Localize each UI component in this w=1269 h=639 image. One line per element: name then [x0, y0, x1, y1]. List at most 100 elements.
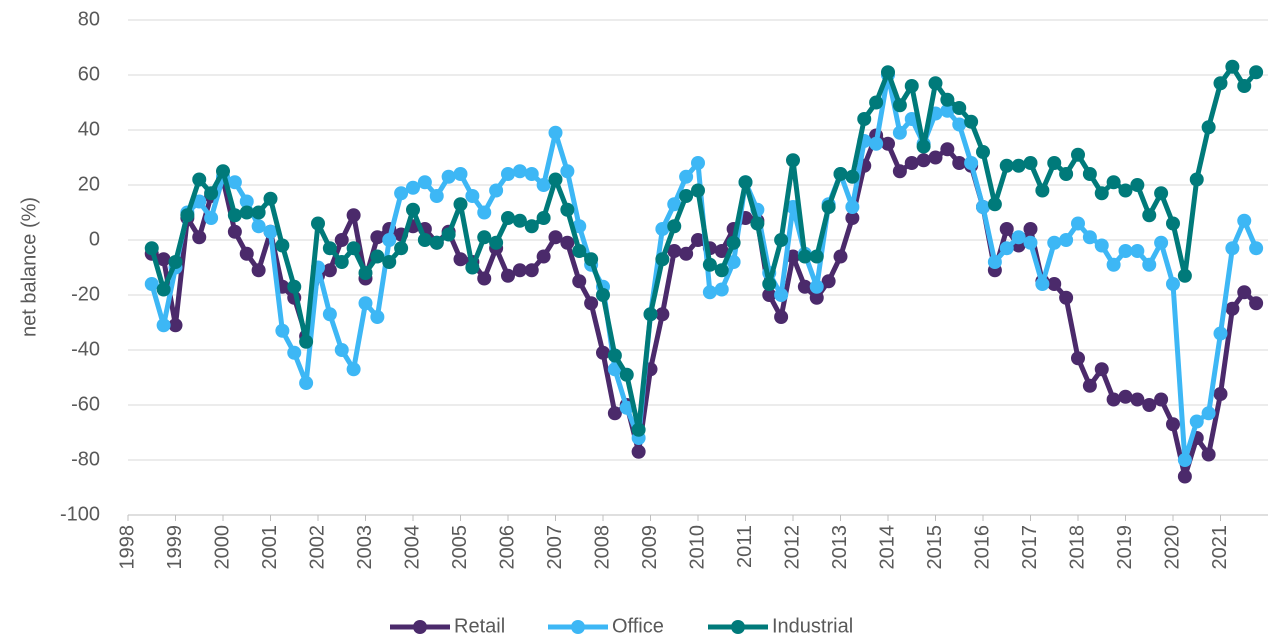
point: [144, 277, 159, 291]
series-line: [149, 64, 1259, 433]
point: [1071, 147, 1085, 162]
point: [584, 296, 599, 311]
point: [239, 194, 254, 209]
point: [1213, 326, 1228, 341]
point: [999, 241, 1014, 256]
point: [1011, 158, 1026, 173]
point: [667, 244, 682, 258]
point: [1118, 183, 1133, 198]
point: [1047, 235, 1062, 250]
point: [857, 112, 872, 126]
point: [453, 197, 468, 212]
point: [845, 169, 860, 184]
point: [1059, 233, 1074, 247]
point: [322, 307, 337, 322]
point: [750, 216, 765, 231]
point: [263, 191, 278, 206]
point: [227, 224, 242, 239]
point: [251, 205, 266, 220]
point: [1177, 453, 1192, 467]
x-tick-label: 2008: [591, 525, 613, 570]
point: [287, 345, 302, 360]
x-tick-label: 2012: [781, 525, 803, 570]
point: [916, 139, 931, 154]
x-tick-label: 2002: [306, 525, 328, 570]
point: [1035, 277, 1050, 291]
point: [976, 145, 990, 159]
legend-label: Office: [612, 615, 664, 637]
point: [1201, 406, 1216, 421]
point: [334, 255, 349, 269]
point: [691, 233, 705, 247]
point: [560, 164, 575, 179]
point: [928, 76, 943, 91]
point: [382, 255, 397, 269]
point: [809, 249, 824, 264]
point: [1213, 76, 1228, 91]
series-line: [150, 133, 1258, 479]
point: [1059, 290, 1074, 305]
point: [441, 169, 456, 184]
point: [762, 288, 777, 302]
x-tick-label: 1999: [164, 525, 186, 570]
point: [263, 224, 278, 239]
point: [1106, 175, 1121, 190]
point: [892, 164, 907, 179]
point: [275, 323, 290, 338]
point: [726, 255, 741, 269]
x-tick-label: 2016: [971, 525, 993, 570]
point: [1071, 351, 1085, 366]
point: [869, 136, 884, 151]
point: [821, 200, 836, 214]
point: [536, 249, 551, 264]
point: [1142, 257, 1157, 272]
point: [726, 235, 741, 250]
point: [1071, 216, 1085, 231]
point: [216, 164, 230, 179]
point: [299, 334, 314, 349]
point: [1249, 65, 1264, 80]
point: [1225, 301, 1240, 316]
point: [964, 156, 979, 170]
point: [1201, 120, 1216, 135]
point: [1177, 268, 1192, 283]
point: [786, 249, 800, 264]
x-tick-label: 2020: [1161, 525, 1183, 570]
point: [1225, 241, 1240, 256]
point: [346, 241, 361, 256]
point: [1106, 257, 1121, 272]
point: [334, 343, 349, 357]
point: [1225, 59, 1240, 74]
point: [192, 230, 207, 245]
point: [679, 169, 694, 184]
point: [714, 263, 729, 278]
point: [382, 233, 397, 247]
x-tick-label: 2017: [1019, 525, 1041, 570]
point: [797, 279, 812, 294]
point: [643, 307, 658, 322]
point: [1082, 230, 1097, 245]
point: [501, 167, 515, 181]
y-tick-label: 60: [78, 63, 100, 85]
point: [631, 422, 646, 437]
x-tick-label: 2007: [544, 525, 566, 570]
point: [584, 252, 599, 267]
point: [607, 406, 622, 421]
point: [940, 92, 955, 107]
point: [809, 290, 824, 305]
point: [251, 219, 266, 234]
x-tick-label: 2021: [1209, 525, 1231, 570]
point: [512, 263, 527, 278]
point: [1166, 417, 1180, 432]
point: [1082, 167, 1097, 181]
point: [1154, 186, 1169, 201]
point: [881, 136, 895, 151]
point: [655, 307, 670, 322]
point: [489, 183, 504, 198]
point: [845, 200, 860, 214]
point: [1189, 414, 1204, 429]
legend-label: Retail: [454, 615, 505, 637]
point: [477, 230, 492, 245]
point: [655, 252, 670, 267]
point: [477, 271, 492, 286]
